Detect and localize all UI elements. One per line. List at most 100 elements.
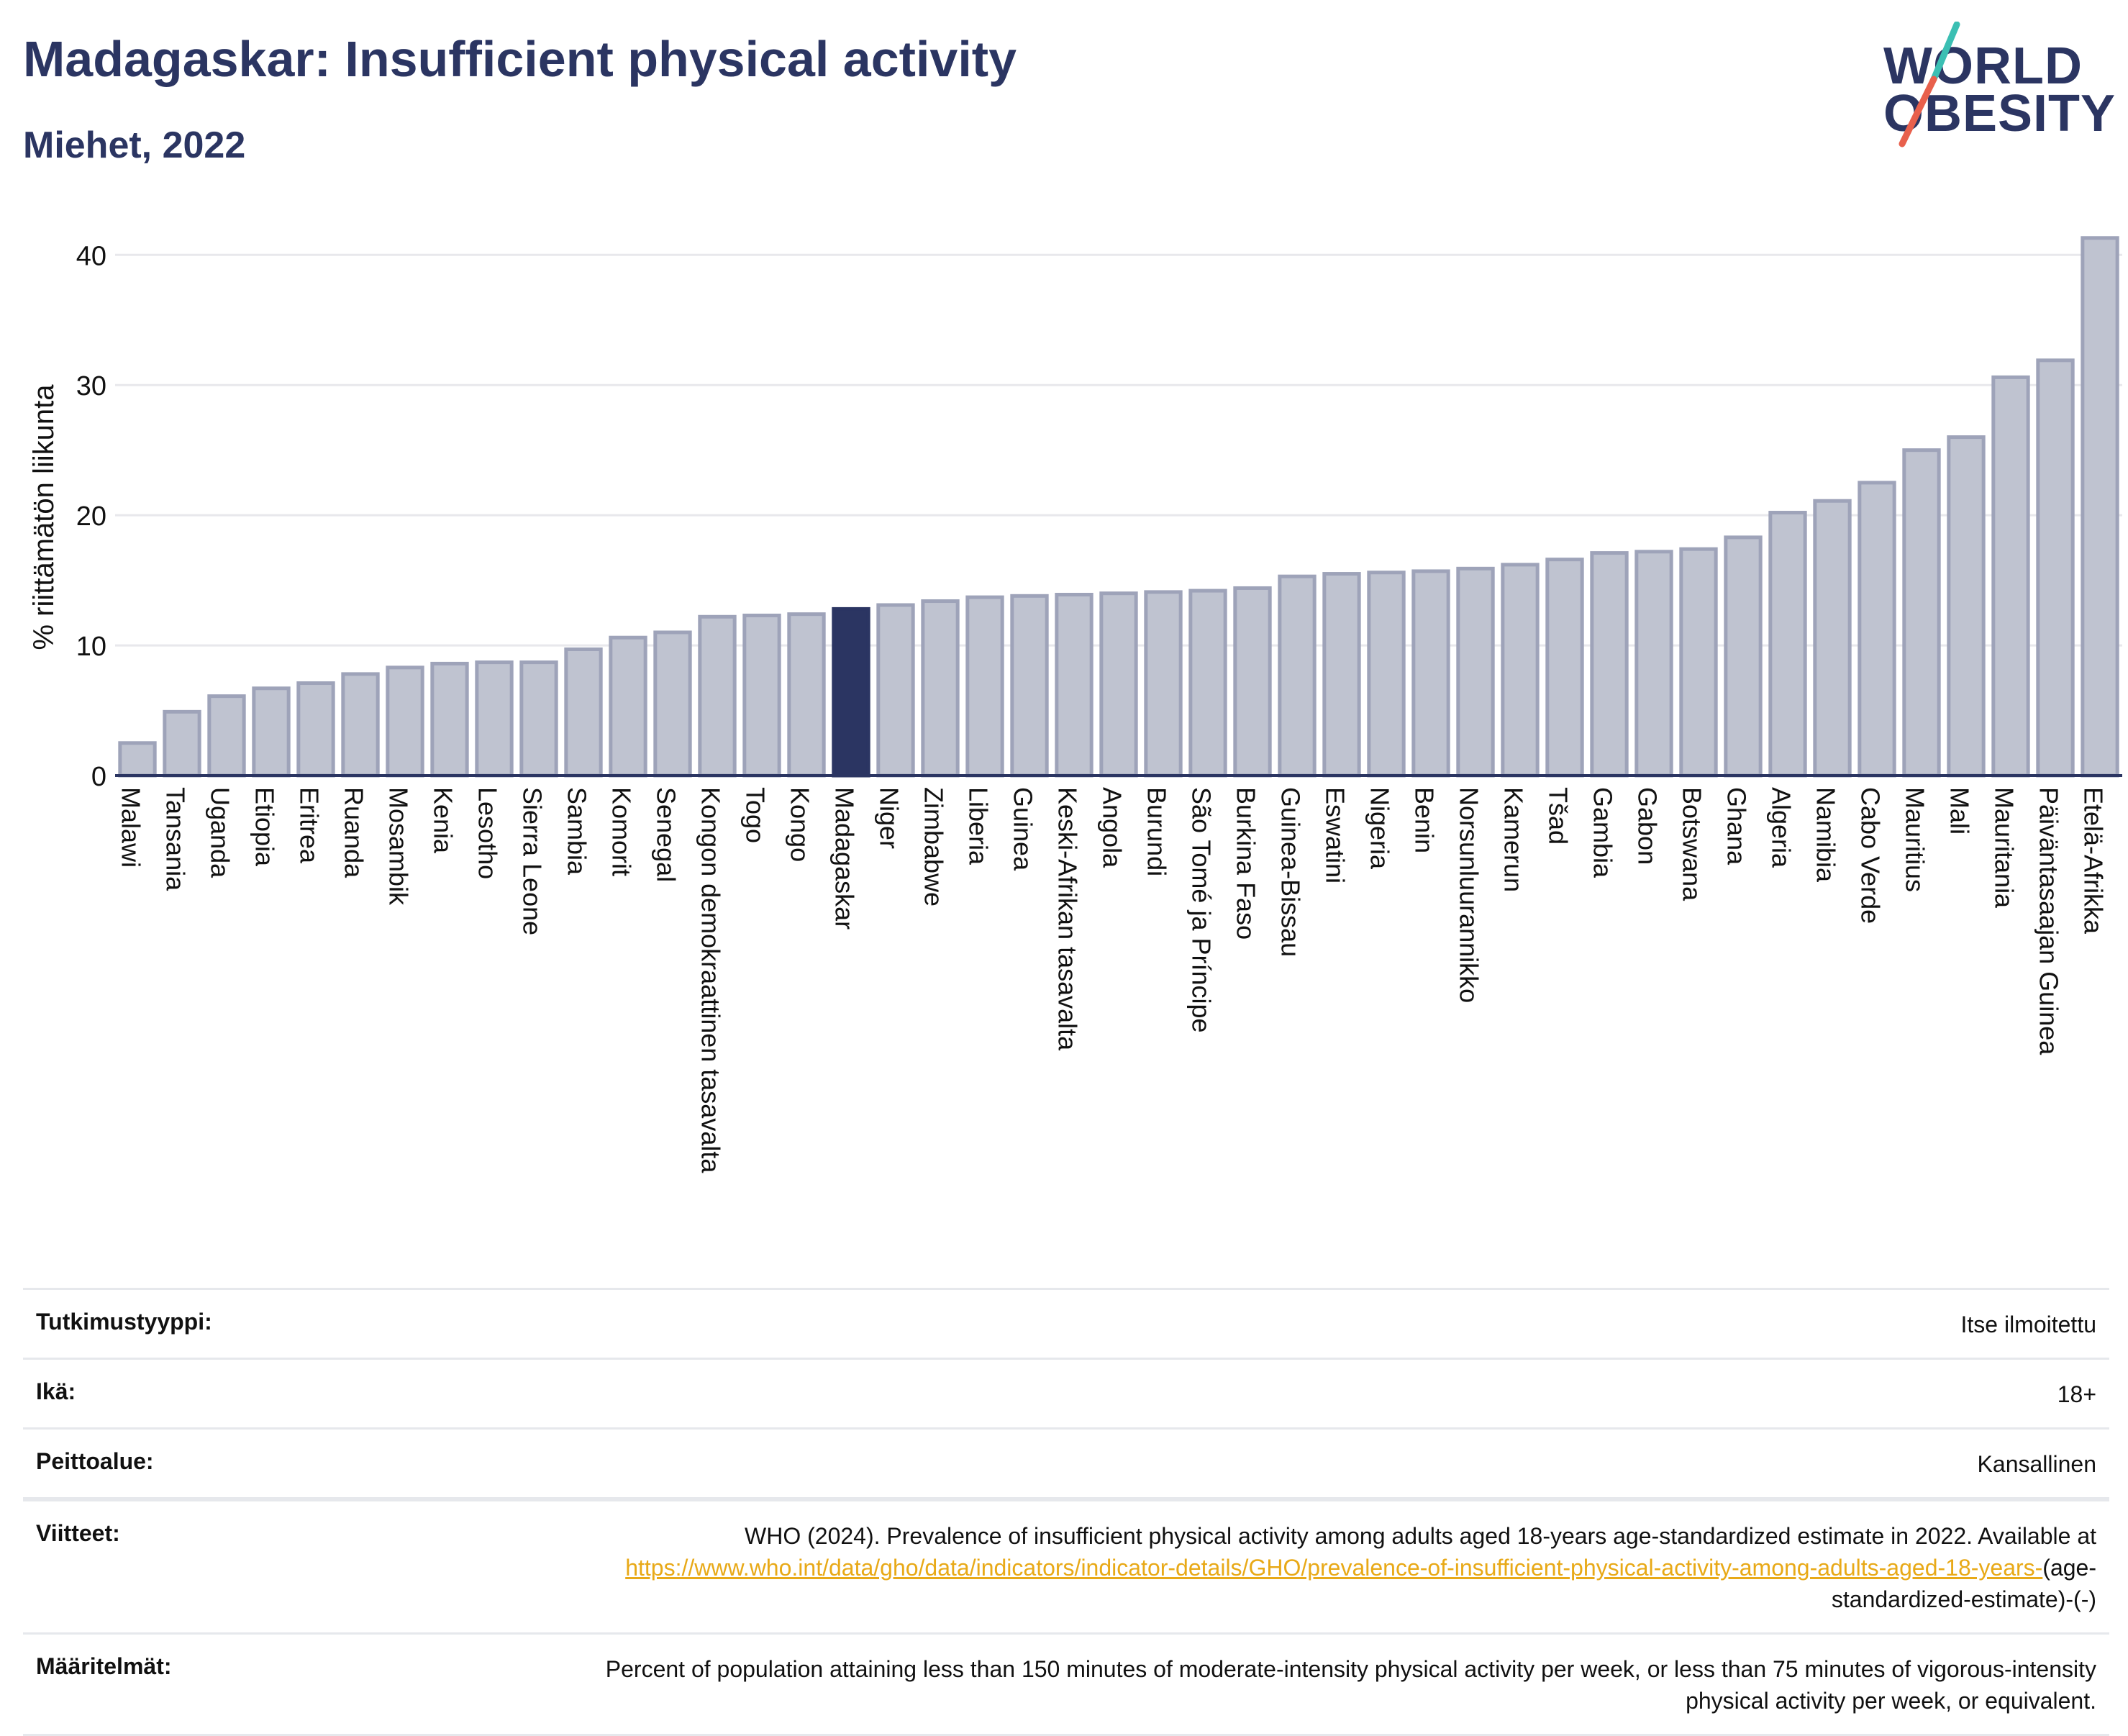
bar-keski-afrikan-tasavalta: [1055, 593, 1093, 778]
x-tick-label: Norsunluurannikko: [1454, 787, 1483, 1003]
info-value: 18+: [2057, 1381, 2096, 1407]
x-tick-label: Namibia: [1811, 787, 1840, 883]
y-tick-label: 0: [91, 762, 106, 792]
bar-ruanda: [341, 672, 380, 778]
bar-ghana: [1724, 535, 1763, 778]
references-suffix: (age-standardized-estimate)-(-): [1831, 1555, 2096, 1612]
bar-mauritius: [1902, 448, 1941, 778]
bar-cabo-verde: [1858, 481, 1896, 778]
x-tick-label: Sambia: [562, 787, 591, 876]
x-tick-label: Botswana: [1677, 787, 1706, 901]
x-tick-label: Niger: [874, 787, 904, 849]
bar-eswatini: [1322, 572, 1361, 778]
references-link[interactable]: https://www.who.int/data/gho/data/indica…: [625, 1555, 2043, 1581]
x-tick-label: Kongon demokraattinen tasavalta: [696, 787, 725, 1173]
x-tick-label: Angola: [1097, 787, 1127, 868]
bar-mali: [1947, 435, 1986, 778]
y-axis-label: % riittämätön liikunta: [28, 384, 60, 650]
bar-malawi: [118, 741, 157, 778]
x-tick-label: Uganda: [205, 787, 235, 878]
definitions-value: Percent of population attaining less tha…: [605, 1656, 2096, 1714]
x-tick-label: Eswatini: [1320, 787, 1350, 883]
bar-gambia: [1590, 551, 1629, 778]
bar-benin: [1411, 569, 1450, 778]
bar-p-iv-ntasaajan-guinea: [2036, 358, 2075, 778]
bar-mauritania: [1991, 375, 2030, 778]
y-tick-label: 10: [76, 632, 106, 662]
bar-sambia: [564, 647, 603, 778]
info-row: Tutkimustyyppi: Itse ilmoitettu: [23, 1288, 2109, 1358]
x-tick-label: São Tomé ja Príncipe: [1186, 787, 1216, 1033]
bar-senegal: [653, 630, 692, 778]
x-tick-label: Benin: [1409, 787, 1439, 853]
y-axis-ticks: 0 10 20 30 40: [76, 241, 106, 792]
x-tick-label: Guinea-Bissau: [1276, 787, 1305, 957]
x-tick-label: Cabo Verde: [1855, 787, 1885, 924]
bar-mosambik: [386, 665, 424, 778]
x-tick-label: Eritrea: [294, 787, 324, 864]
bars: [118, 236, 2119, 778]
y-tick-label: 20: [76, 501, 106, 532]
bar-norsunluurannikko: [1456, 566, 1495, 778]
bar-kenia: [430, 661, 469, 778]
bar-sierra-leone: [519, 660, 558, 778]
x-tick-label: Zimbabwe: [919, 787, 948, 906]
chart-title: Madagaskar: Insufficient physical activi…: [23, 31, 1017, 87]
info-value: Itse ilmoitettu: [1960, 1312, 2096, 1337]
definitions-label: Määritelmät:: [36, 1653, 172, 1679]
x-tick-label: Komorit: [606, 787, 636, 876]
info-row-references: Viitteet: WHO (2024). Prevalence of insu…: [23, 1499, 2109, 1632]
references-value: WHO (2024). Prevalence of insufficient p…: [540, 1520, 2096, 1615]
info-row-definitions: Määritelmät: Percent of population attai…: [23, 1632, 2109, 1736]
y-tick-label: 40: [76, 241, 106, 271]
info-label: Peittoalue:: [36, 1448, 154, 1474]
x-tick-label: Tansania: [160, 787, 190, 891]
x-tick-label: Gabon: [1632, 787, 1662, 865]
x-tick-label: Madagaskar: [829, 787, 859, 930]
x-tick-label: Togo: [740, 787, 770, 843]
x-tick-label: Kamerun: [1499, 787, 1528, 892]
bar-kongo: [787, 612, 826, 778]
bar-lesotho: [475, 660, 514, 778]
references-text: WHO (2024). Prevalence of insufficient p…: [745, 1523, 2096, 1549]
x-tick-label: Päiväntasaajan Guinea: [2034, 787, 2063, 1055]
info-row: Peittoalue: Kansallinen: [23, 1427, 2109, 1499]
bar-zimbabwe: [921, 599, 960, 778]
y-tick-label: 30: [76, 371, 106, 401]
bar-madagaskar: [832, 606, 870, 778]
bar-etel-afrikka: [2081, 236, 2119, 778]
bar-s-o-tom-ja-pr-ncipe: [1188, 588, 1227, 778]
bar-namibia: [1813, 499, 1852, 778]
x-tick-label: Ghana: [1722, 787, 1751, 865]
bar-burkina-faso: [1233, 586, 1272, 778]
x-tick-label: Lesotho: [473, 787, 502, 879]
x-tick-label: Burkina Faso: [1231, 787, 1260, 940]
x-tick-label: Burundi: [1142, 787, 1171, 876]
logo-word-world: WORLD: [1883, 37, 2083, 95]
bar-niger: [876, 603, 915, 778]
bar-guinea: [1010, 594, 1049, 778]
bar-algeria: [1768, 511, 1807, 778]
bar-komorit: [609, 635, 647, 778]
x-tick-label: Senegal: [651, 787, 681, 882]
x-tick-label: Guinea: [1008, 787, 1037, 871]
x-tick-label: Mosambik: [383, 787, 413, 906]
bar-kongon-demokraattinen-tasavalta: [698, 614, 737, 778]
x-tick-label: Gambia: [1588, 787, 1617, 878]
bar-nigeria: [1367, 571, 1406, 778]
bar-burundi: [1144, 590, 1183, 778]
bar-tansania: [163, 709, 201, 778]
bar-gabon: [1634, 550, 1673, 778]
x-tick-label: Mauritania: [1989, 787, 2019, 909]
bar-eritrea: [296, 681, 335, 778]
info-rows: Tutkimustyyppi: Itse ilmoitettu Ikä: 18+ Pei…: [23, 1288, 2109, 1499]
x-tick-label: Etiopia: [250, 787, 279, 867]
bar-guinea-bissau: [1278, 574, 1317, 778]
info-label: Tutkimustyyppi:: [36, 1309, 212, 1335]
info-label: Ikä:: [36, 1378, 76, 1404]
x-tick-label: Nigeria: [1365, 787, 1394, 870]
x-tick-label: Liberia: [963, 787, 993, 865]
x-axis-labels: Malawi Tansania Uganda Etiopia Eritrea Ruanda…: [116, 787, 2108, 1173]
chart-subtitle: Miehet, 2022: [23, 124, 246, 166]
references-label: Viitteet:: [36, 1520, 120, 1546]
